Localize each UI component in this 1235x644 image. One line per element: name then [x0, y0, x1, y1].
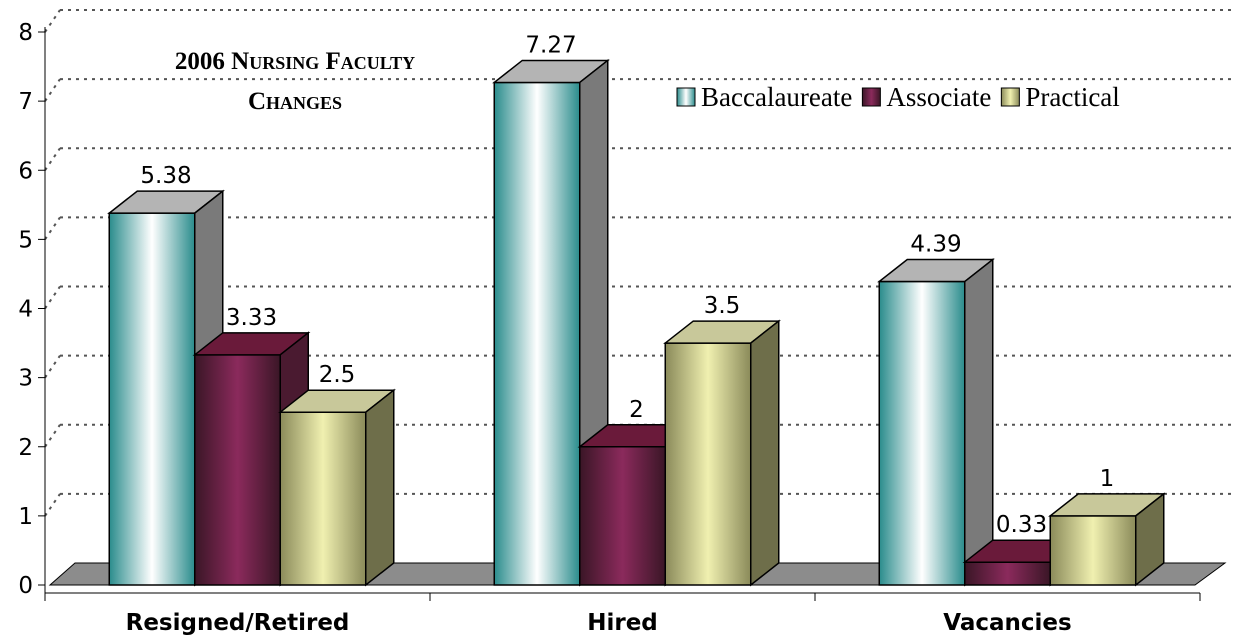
- x-tick-label: Vacancies: [943, 610, 1071, 636]
- bar-side: [1135, 492, 1165, 587]
- value-label: 4.39: [910, 232, 961, 258]
- value-label: 0.33: [996, 512, 1047, 538]
- bar: [493, 81, 581, 586]
- bar: [279, 411, 367, 586]
- bar-side: [365, 388, 395, 587]
- bar: [878, 280, 966, 586]
- grid-diag: [44, 424, 61, 448]
- grid-diag: [44, 147, 61, 171]
- value-label: 5.38: [140, 163, 191, 189]
- bar: [194, 354, 281, 586]
- value-label: 7.27: [525, 32, 576, 58]
- grid-diag: [44, 493, 61, 517]
- legend: Baccalaureate Associate Practical: [676, 82, 1120, 112]
- value-label: 3.33: [226, 305, 277, 331]
- legend-swatch: [861, 87, 881, 107]
- y-tick-label: 6: [18, 158, 33, 184]
- bar: [1049, 515, 1137, 586]
- bar: [964, 561, 1051, 586]
- grid-diag: [44, 285, 61, 310]
- legend-label: Practical: [1025, 82, 1119, 112]
- y-tick-label: 4: [18, 297, 33, 323]
- x-tick-label: Resigned/Retired: [126, 610, 350, 636]
- legend-swatch: [1000, 87, 1020, 107]
- grid-diag: [44, 78, 61, 102]
- legend-label: Baccalaureate: [701, 82, 852, 112]
- y-tick-label: 0: [18, 573, 33, 599]
- y-tick-label: 5: [18, 227, 33, 253]
- bar-side: [750, 319, 780, 587]
- chart-title: 2006 Nursing Faculty Changes: [174, 48, 416, 115]
- grid-diag: [44, 216, 61, 240]
- bar: [664, 342, 752, 586]
- y-tick-label: 2: [18, 435, 33, 461]
- value-label: 3.5: [704, 293, 741, 319]
- y-tick-label: 3: [18, 366, 33, 392]
- legend-label: Associate: [886, 82, 991, 112]
- bar-side: [964, 257, 994, 587]
- legend-swatch: [676, 87, 696, 107]
- grid-diag: [44, 355, 61, 379]
- value-label: 1: [1100, 466, 1115, 492]
- x-tick-label: Hired: [587, 610, 658, 636]
- value-label: 2: [629, 397, 644, 423]
- bar: [108, 212, 196, 586]
- y-tick-label: 7: [18, 89, 33, 115]
- bar: [579, 446, 666, 586]
- grid-diag: [44, 9, 61, 33]
- y-tick-label: 8: [18, 20, 33, 46]
- y-tick-label: 1: [18, 504, 33, 530]
- value-label: 2.5: [319, 362, 356, 388]
